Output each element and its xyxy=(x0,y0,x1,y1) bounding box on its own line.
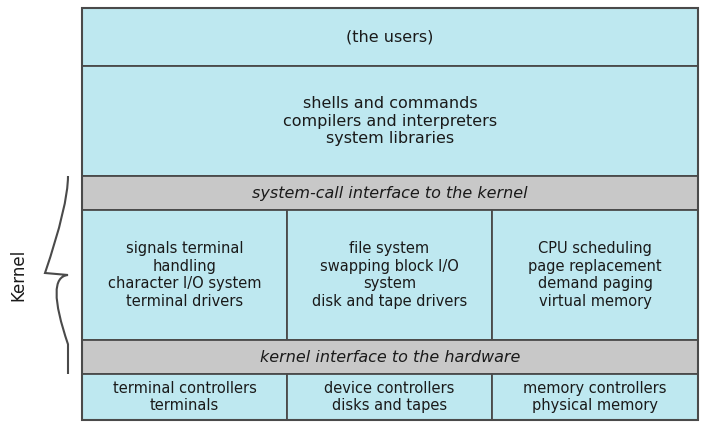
Bar xyxy=(287,210,492,340)
Text: file system
swapping block I/O
system
disk and tape drivers: file system swapping block I/O system di… xyxy=(312,241,467,309)
Text: terminal controllers
terminals: terminal controllers terminals xyxy=(113,381,256,413)
Text: shells and commands
compilers and interpreters
system libraries: shells and commands compilers and interp… xyxy=(283,96,497,146)
Bar xyxy=(492,210,698,340)
Bar xyxy=(82,210,287,340)
Text: (the users): (the users) xyxy=(346,30,434,45)
Bar xyxy=(492,374,698,420)
Text: signals terminal
handling
character I/O system
terminal drivers: signals terminal handling character I/O … xyxy=(108,241,261,309)
Text: device controllers
disks and tapes: device controllers disks and tapes xyxy=(325,381,455,413)
Text: Kernel: Kernel xyxy=(9,249,27,301)
Bar xyxy=(287,374,492,420)
Bar xyxy=(82,8,698,66)
Bar xyxy=(82,8,698,420)
Bar xyxy=(82,340,698,374)
Text: system-call interface to the kernel: system-call interface to the kernel xyxy=(252,185,528,200)
Bar xyxy=(82,374,287,420)
Bar xyxy=(82,176,698,210)
Text: kernel interface to the hardware: kernel interface to the hardware xyxy=(260,350,520,365)
Text: CPU scheduling
page replacement
demand paging
virtual memory: CPU scheduling page replacement demand p… xyxy=(528,241,662,309)
Text: memory controllers
physical memory: memory controllers physical memory xyxy=(523,381,667,413)
Bar xyxy=(82,66,698,176)
